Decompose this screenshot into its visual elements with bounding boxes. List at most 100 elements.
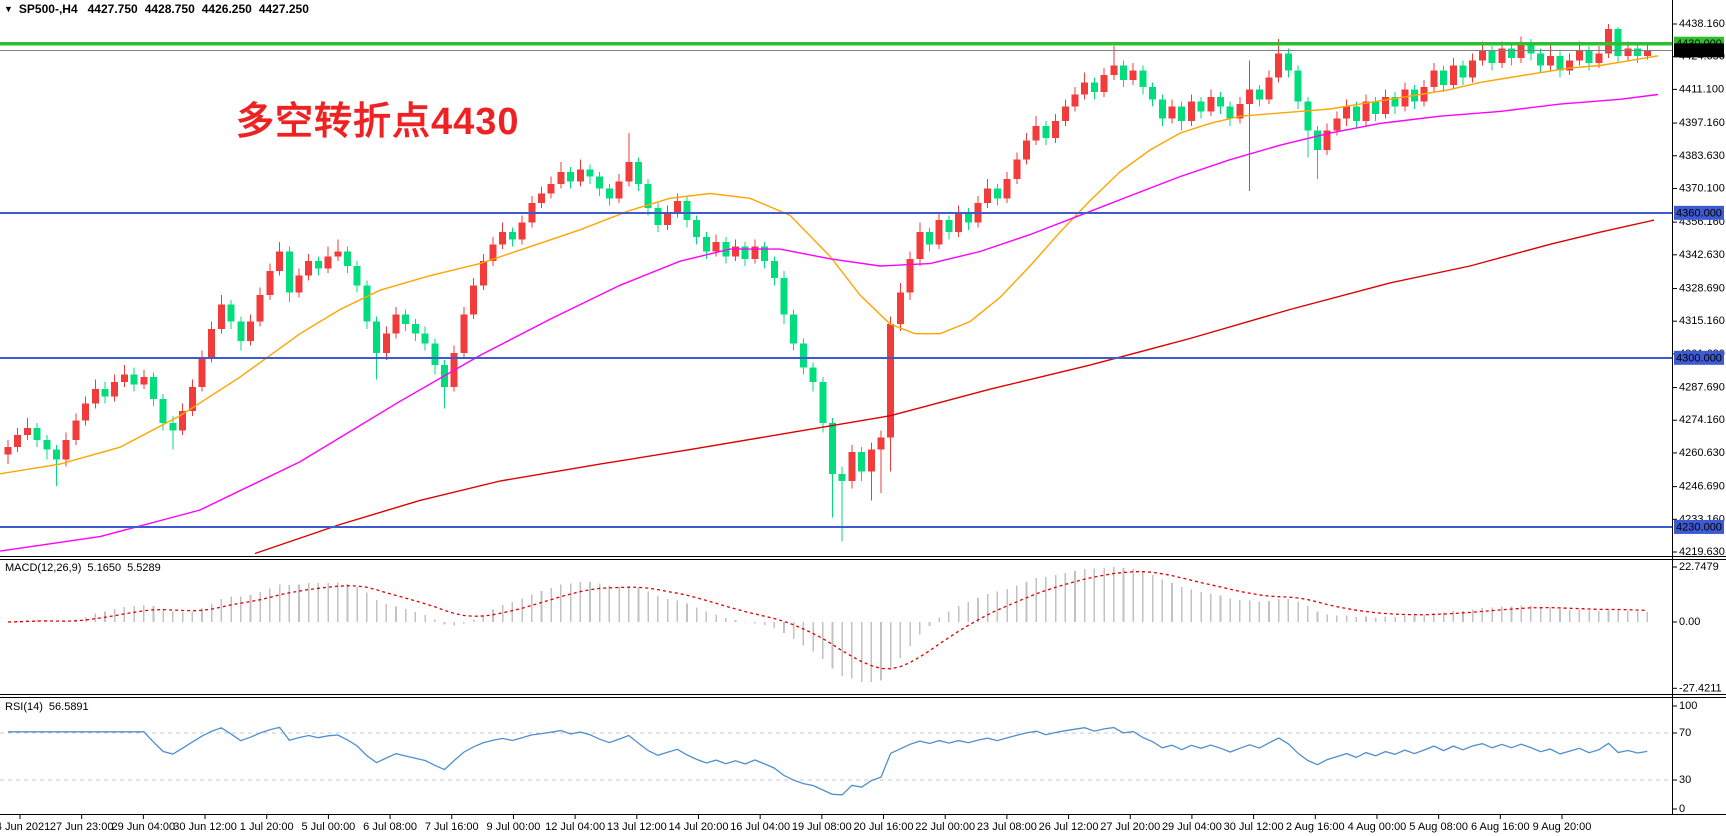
candle-body xyxy=(1323,130,1331,151)
candle-body xyxy=(964,212,972,223)
candle-body xyxy=(1440,70,1448,85)
rsi-tick-label: 30 xyxy=(1679,774,1691,786)
candle-body xyxy=(82,403,90,421)
time-tick-label: 9 Jul 00:00 xyxy=(487,821,541,833)
candle-body xyxy=(1275,53,1283,78)
candle-body xyxy=(1556,55,1564,71)
candle-body xyxy=(1498,48,1506,64)
ohlc-high-value: 4428.750 xyxy=(144,2,195,16)
candle-body xyxy=(43,439,51,450)
time-tick-label: 1 Jul 20:00 xyxy=(240,821,294,833)
candle-body xyxy=(596,176,604,189)
time-tick-label: 5 Aug 08:00 xyxy=(1409,821,1468,833)
candle-body xyxy=(955,212,963,233)
candle-body xyxy=(324,256,332,269)
candle-body xyxy=(819,381,827,424)
rsi-indicator-label: RSI(14) 56.5891 xyxy=(5,701,89,713)
candle-body xyxy=(402,314,410,324)
candle-body xyxy=(14,435,22,448)
time-tick-label: 4 Aug 00:00 xyxy=(1348,821,1407,833)
symbol-dropdown-icon[interactable]: ▼ xyxy=(4,4,13,14)
candle-body xyxy=(53,449,60,460)
candle-body xyxy=(1129,70,1137,80)
candle-body xyxy=(673,200,681,213)
candle-body xyxy=(1546,55,1554,66)
ohlc-close-value: 4427.250 xyxy=(258,2,309,16)
ma-fast-orange xyxy=(0,55,1659,475)
candle-body xyxy=(790,314,798,344)
candle-body xyxy=(799,343,807,368)
candle-body xyxy=(91,389,99,404)
candle-body xyxy=(984,188,992,204)
candle-body xyxy=(1255,89,1263,100)
candle-body xyxy=(479,261,487,286)
price-tick-label: 4260.630 xyxy=(1679,447,1725,459)
candle-body xyxy=(838,473,846,482)
ohlc-open-value: 4427.750 xyxy=(87,2,138,16)
candle-body xyxy=(1013,159,1021,180)
candle-body xyxy=(1643,50,1651,56)
candle-body xyxy=(1488,50,1496,64)
time-tick-label: 16 Jul 04:00 xyxy=(730,821,790,833)
candle-body xyxy=(1042,125,1050,138)
candle-body xyxy=(334,251,342,257)
candle-body xyxy=(935,220,943,245)
price-badge-label: 4300.000 xyxy=(1676,352,1722,364)
rsi-indicator-name: RSI(14) xyxy=(5,701,43,713)
candle-body xyxy=(829,423,836,474)
candle-body xyxy=(1401,89,1409,107)
candle-body xyxy=(867,449,875,472)
rsi-axis: 100 70 30 0 xyxy=(1672,700,1697,815)
candle-body xyxy=(285,251,293,293)
time-tick-label: 29 Jun 04:00 xyxy=(112,821,176,833)
price-badge xyxy=(1674,43,1724,58)
rsi-level-lines xyxy=(0,732,1672,781)
macd-indicator-name: MACD(12,26,9) xyxy=(5,562,82,574)
candle-body xyxy=(644,183,652,209)
candle-body xyxy=(101,389,109,397)
candle-body xyxy=(470,285,478,315)
candle-body xyxy=(1158,99,1166,119)
price-badge-label: 4427.250 xyxy=(1676,45,1722,57)
time-tick-label: 22 Jul 00:00 xyxy=(915,821,975,833)
candle-body xyxy=(1187,101,1195,122)
candle-body xyxy=(557,171,565,184)
panel-separators xyxy=(0,0,1726,815)
price-tick-label: 4328.690 xyxy=(1679,282,1725,294)
candle-body xyxy=(761,246,769,262)
candle-body xyxy=(576,169,584,182)
candle-body xyxy=(586,169,594,177)
time-tick-label: 13 Jul 12:00 xyxy=(607,821,667,833)
candle-body xyxy=(654,208,662,225)
candle-body xyxy=(1634,48,1642,56)
time-tick-label: 27 Jun 23:00 xyxy=(50,821,114,833)
candle-body xyxy=(993,188,1001,199)
candle-body xyxy=(1391,96,1399,107)
candle-body xyxy=(1430,70,1438,88)
macd-tick-label: 22.7479 xyxy=(1679,561,1719,573)
candle-body xyxy=(237,321,245,341)
candle-body xyxy=(1352,106,1360,122)
time-tick-label: 7 Jul 16:00 xyxy=(425,821,479,833)
candle-body xyxy=(741,246,749,259)
candle-body xyxy=(605,188,613,199)
candle-body xyxy=(1178,106,1186,122)
candle-body xyxy=(1294,70,1302,102)
candle-body xyxy=(247,321,254,341)
chart-annotation-text[interactable]: 多空转折点4430 xyxy=(236,101,520,143)
ma-slow-red xyxy=(254,219,1655,555)
macd-tick-label: -27.4211 xyxy=(1679,682,1722,694)
candle-body xyxy=(198,357,206,387)
candle-body xyxy=(547,183,555,194)
candle-body xyxy=(664,212,672,225)
candle-body xyxy=(62,439,70,460)
time-tick-label: 23 Jul 08:00 xyxy=(977,821,1037,833)
macd-main-value: 5.1650 xyxy=(87,562,122,574)
candle-body xyxy=(276,251,284,271)
time-tick-label: 9 Aug 20:00 xyxy=(1533,821,1592,833)
candle-body xyxy=(1624,48,1632,56)
